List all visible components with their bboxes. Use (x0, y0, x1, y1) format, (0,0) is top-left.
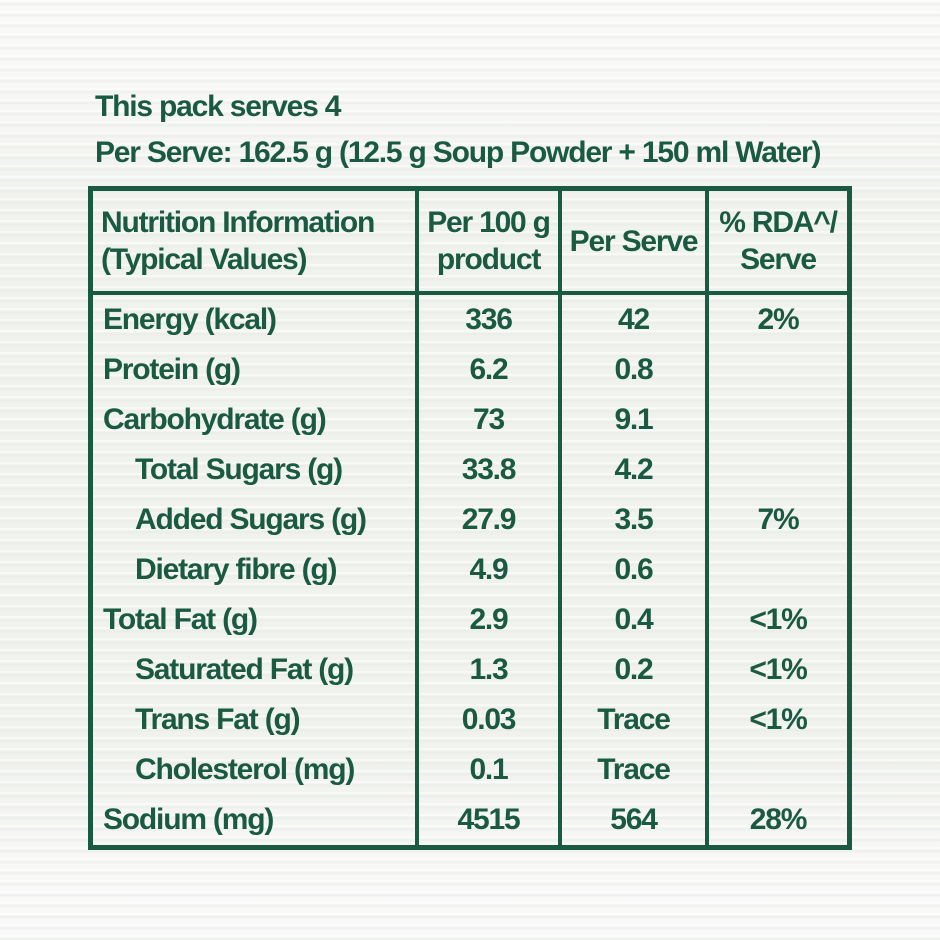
table-row: Trans Fat (g) 0.03 Trace <1% (93, 695, 847, 745)
value-per-100g: 4.9 (419, 545, 562, 595)
value-per-serve: 0.6 (562, 545, 709, 595)
per-serve-line: Per Serve: 162.5 g (12.5 g Soup Powder +… (95, 136, 821, 169)
header-line: % RDA^/ (719, 206, 838, 239)
table-row: Total Fat (g) 2.9 0.4 <1% (93, 595, 847, 645)
value-per-serve: 564 (562, 795, 709, 845)
value-per-serve: 9.1 (562, 395, 709, 445)
intro-text-block: This pack serves 4 Per Serve: 162.5 g (1… (95, 84, 821, 176)
nutrient-label: Dietary fibre (g) (93, 545, 419, 595)
table-row: Energy (kcal) 336 42 2% (93, 295, 847, 345)
value-rda-percent (709, 345, 847, 395)
value-rda-percent: 2% (757, 303, 800, 336)
nutrient-label: Carbohydrate (g) (93, 395, 419, 445)
value-rda-percent: <1% (749, 703, 807, 736)
value-per-100g: 336 (419, 295, 562, 345)
value-per-100g: 4515 (419, 795, 562, 845)
header-line: Per Serve (569, 224, 699, 258)
table-header-row: Nutrition Information (Typical Values) P… (93, 191, 847, 295)
header-nutrition-information: Nutrition Information (Typical Values) (93, 191, 419, 291)
header-line: product (436, 243, 541, 276)
value-rda-percent: <1% (749, 653, 807, 686)
value-per-serve: Trace (562, 745, 709, 795)
value-per-serve: 0.4 (562, 595, 709, 645)
value-per-100g: 6.2 (419, 345, 562, 395)
value-per-100g: 33.8 (419, 445, 562, 495)
nutrient-label: Total Sugars (g) (93, 445, 419, 495)
value-per-serve: 0.8 (562, 345, 709, 395)
value-per-100g: 0.1 (419, 745, 562, 795)
value-rda-percent: <1% (749, 603, 807, 636)
header-line: (Typical Values) (101, 243, 308, 276)
table-row: Total Sugars (g) 33.8 4.2 (93, 445, 847, 495)
nutrient-label: Protein (g) (93, 345, 419, 395)
value-rda-percent: 28% (749, 803, 808, 836)
table-row: Protein (g) 6.2 0.8 (93, 345, 847, 395)
header-per-100g: Per 100 g product (419, 191, 562, 291)
table-row: Added Sugars (g) 27.9 3.5 7% (93, 495, 847, 545)
value-per-100g: 2.9 (419, 595, 562, 645)
value-rda-percent (709, 445, 847, 495)
nutrient-label: Added Sugars (g) (93, 495, 419, 545)
table-body: Energy (kcal) 336 42 2% Protein (g) 6.2 … (93, 295, 847, 845)
header-line: Nutrition Information (101, 206, 375, 239)
value-per-100g: 0.03 (419, 695, 562, 745)
value-per-serve: 4.2 (562, 445, 709, 495)
table-row: Sodium (mg) 4515 564 28% (93, 795, 847, 845)
header-line: Per 100 g (427, 206, 551, 239)
header-line: Serve (740, 243, 817, 276)
header-per-serve: Per Serve (562, 191, 709, 291)
nutrient-label: Trans Fat (g) (93, 695, 419, 745)
nutrient-label: Saturated Fat (g) (93, 645, 419, 695)
value-per-100g: 73 (419, 395, 562, 445)
value-per-serve: 42 (562, 295, 709, 345)
nutrient-label: Energy (kcal) (93, 295, 419, 345)
value-per-serve: 0.2 (562, 645, 709, 695)
nutrient-label: Total Fat (g) (93, 595, 419, 645)
value-rda-percent: 7% (757, 503, 800, 536)
nutrient-label: Sodium (mg) (93, 795, 419, 845)
value-rda-percent (709, 545, 847, 595)
value-per-serve: 3.5 (562, 495, 709, 545)
value-per-100g: 27.9 (419, 495, 562, 545)
value-per-serve: Trace (562, 695, 709, 745)
nutrition-table: Nutrition Information (Typical Values) P… (88, 186, 852, 850)
header-rda-serve: % RDA^/ Serve (709, 191, 847, 291)
table-row: Carbohydrate (g) 73 9.1 (93, 395, 847, 445)
value-per-100g: 1.3 (419, 645, 562, 695)
value-rda-percent (709, 745, 847, 795)
nutrient-label: Cholesterol (mg) (93, 745, 419, 795)
table-row: Saturated Fat (g) 1.3 0.2 <1% (93, 645, 847, 695)
value-rda-percent (709, 395, 847, 445)
table-row: Cholesterol (mg) 0.1 Trace (93, 745, 847, 795)
pack-serves-line: This pack serves 4 (95, 90, 341, 123)
table-row: Dietary fibre (g) 4.9 0.6 (93, 545, 847, 595)
